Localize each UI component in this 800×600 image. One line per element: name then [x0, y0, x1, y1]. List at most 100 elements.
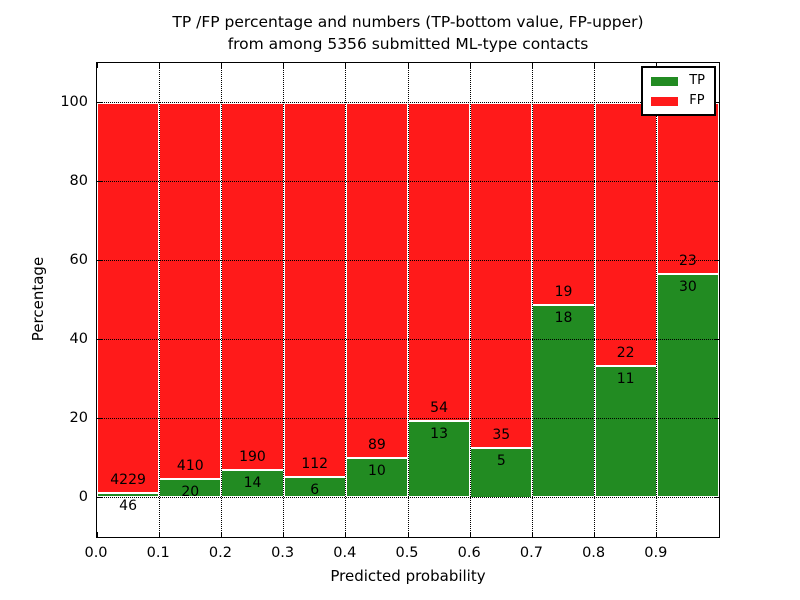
y-tick-left — [97, 260, 102, 261]
y-tick-label: 20 — [69, 409, 88, 426]
y-tick-label: 60 — [69, 251, 88, 268]
chart-title: TP /FP percentage and numbers (TP-bottom… — [88, 11, 728, 55]
y-tick-right — [714, 339, 719, 340]
x-tick-label: 0.3 — [271, 545, 295, 561]
tp-count-label: 30 — [678, 278, 697, 295]
tp-count-label: 14 — [243, 475, 262, 492]
x-gridline — [345, 63, 347, 537]
x-gridline — [531, 63, 533, 537]
tp-count-label: 20 — [181, 484, 200, 501]
bar-segment-fp — [97, 102, 160, 494]
fp-count-label: 112 — [301, 456, 329, 473]
plot-area: TP FP 4229 46 410 20 190 14 112 6 89 10 54 13 35 5 19 18… — [96, 62, 720, 538]
y-tick-left — [97, 418, 102, 419]
x-gridline — [283, 63, 285, 537]
y-tick-label: 40 — [69, 330, 88, 347]
fp-count-label: 190 — [239, 449, 266, 466]
legend: TP FP — [641, 66, 716, 116]
y-tick-right — [714, 418, 719, 419]
tp-count-label: 10 — [367, 462, 386, 479]
y-tick-label: 0 — [78, 488, 88, 505]
bar-segment-tp — [656, 273, 719, 498]
fp-count-label: 35 — [492, 427, 511, 444]
y-tick-right — [714, 181, 719, 182]
x-tick-top — [407, 63, 409, 68]
x-tick-top — [345, 63, 347, 68]
x-gridline — [469, 63, 471, 537]
y-tick-label: 80 — [69, 172, 88, 189]
tp-count-label: 6 — [310, 482, 320, 499]
tp-count-label: 18 — [554, 310, 573, 327]
fp-count-label: 23 — [678, 252, 697, 269]
x-tick-top — [97, 63, 98, 68]
fp-count-label: 4229 — [110, 472, 146, 489]
fp-count-label: 54 — [430, 399, 448, 416]
x-tick-label: 0.6 — [457, 545, 481, 561]
y-tick-right — [714, 102, 719, 103]
fp-count-label: 22 — [616, 344, 635, 361]
x-tick-label: 0.2 — [208, 545, 232, 561]
x-tick-label: 0.0 — [84, 545, 108, 561]
y-tick-right — [714, 260, 719, 261]
y-tick-left — [97, 497, 102, 498]
bar-segment-fp — [221, 102, 284, 471]
tp-count-label: 13 — [430, 425, 448, 442]
legend-entry-fp: FP — [651, 93, 705, 109]
x-axis-label: Predicted probability — [330, 567, 486, 585]
tp-count-label: 11 — [616, 370, 635, 387]
x-tick-label: 0.4 — [333, 545, 357, 561]
x-tick-top — [283, 63, 285, 68]
x-tick-bottom — [531, 532, 533, 537]
x-tick-label: 0.8 — [582, 545, 606, 561]
bar-segment-tp — [594, 365, 657, 498]
x-gridline — [220, 63, 222, 537]
y-tick-left — [97, 102, 102, 103]
bar-segment-tp — [345, 457, 408, 498]
legend-swatch-fp — [651, 96, 679, 106]
x-tick-label: 0.7 — [519, 545, 543, 561]
x-tick-bottom — [220, 532, 222, 537]
x-tick-top — [158, 63, 160, 68]
bar-segment-fp — [345, 102, 408, 458]
tp-count-label: 5 — [496, 453, 506, 470]
fp-count-label: 410 — [176, 458, 204, 475]
legend-entry-tp: TP — [651, 73, 705, 89]
x-tick-bottom — [407, 532, 409, 537]
x-tick-top — [594, 63, 596, 68]
x-tick-bottom — [283, 532, 285, 537]
y-tick-label: 100 — [60, 93, 88, 110]
x-tick-bottom — [656, 532, 658, 537]
legend-label: FP — [689, 93, 705, 108]
x-tick-bottom — [345, 532, 347, 537]
bar-segment-tp — [97, 493, 160, 498]
legend-swatch-tp — [651, 76, 679, 86]
bar-segment-fp — [656, 102, 719, 274]
bar-segment-tp — [283, 477, 346, 498]
x-gridline — [656, 63, 658, 537]
fp-count-label: 19 — [554, 284, 573, 301]
y-tick-right — [714, 497, 719, 498]
bar-segment-fp — [470, 102, 533, 449]
bar-segment-tp — [532, 305, 595, 498]
chart-title-line-2: from among 5356 submitted ML-type contac… — [227, 35, 589, 53]
y-tick-left — [97, 339, 102, 340]
x-tick-label: 0.9 — [644, 545, 668, 561]
fp-count-label: 89 — [367, 436, 386, 453]
chart-title-line-1: TP /FP percentage and numbers (TP-bottom… — [172, 13, 644, 31]
bar-segment-tp — [408, 420, 471, 498]
x-tick-bottom — [97, 532, 98, 537]
bar-segment-tp — [221, 470, 284, 498]
bar-segment-tp — [470, 448, 533, 498]
legend-label: TP — [689, 73, 705, 88]
bar-segment-fp — [159, 102, 222, 480]
x-tick-label: 0.1 — [146, 545, 170, 561]
x-tick-bottom — [158, 532, 160, 537]
bar-segment-fp — [594, 102, 657, 366]
x-tick-top — [531, 63, 533, 68]
x-tick-top — [469, 63, 471, 68]
x-gridline — [407, 63, 409, 537]
x-gridline — [158, 63, 160, 537]
tp-count-label: 46 — [119, 498, 137, 515]
bar-segment-tp — [159, 479, 222, 498]
